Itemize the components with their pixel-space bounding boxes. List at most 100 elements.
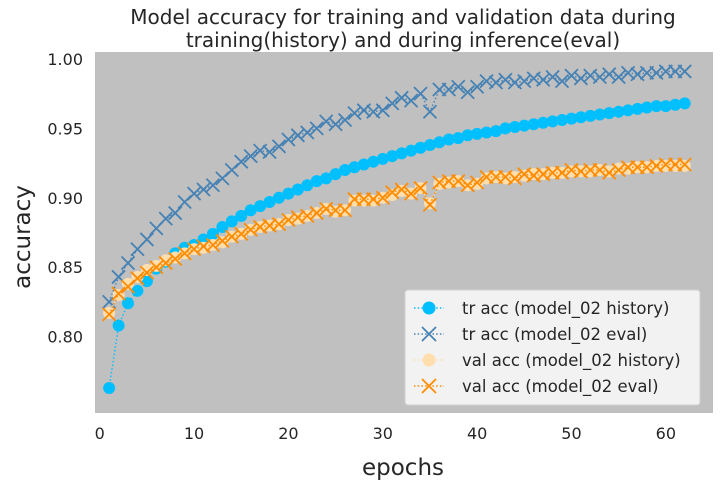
data-point [102, 307, 117, 322]
x-marker-stroke [498, 72, 513, 87]
data-point [309, 121, 324, 136]
data-point [469, 175, 485, 190]
data-point [413, 180, 428, 196]
data-point [451, 79, 466, 94]
data-point [301, 179, 314, 192]
data-point [518, 119, 531, 132]
x-marker-stroke [554, 74, 570, 89]
x-marker-stroke [290, 210, 305, 225]
y-tick-label: 0.85 [47, 258, 83, 277]
x-tick-label: 20 [278, 424, 298, 443]
y-tick-label: 0.90 [47, 189, 83, 208]
data-point [433, 136, 446, 149]
x-marker-stroke [205, 178, 221, 193]
data-point [168, 205, 183, 221]
data-point [527, 118, 540, 131]
data-point [281, 212, 296, 228]
x-marker-stroke [460, 178, 475, 193]
x-marker-stroke [111, 286, 126, 301]
x-marker-stroke [224, 229, 239, 244]
data-point [120, 255, 136, 271]
data-point [603, 107, 616, 120]
data-point [488, 75, 504, 90]
x-marker-stroke [422, 104, 438, 119]
data-point [537, 116, 550, 129]
x-marker-stroke [328, 117, 343, 132]
x-marker-stroke [564, 68, 579, 83]
x-marker-stroke [300, 125, 315, 140]
data-point [130, 271, 145, 286]
data-point [139, 265, 155, 280]
data-point [659, 100, 672, 113]
x-marker-stroke [507, 171, 522, 186]
x-marker-stroke [309, 205, 324, 221]
data-point [422, 197, 438, 212]
data-point [367, 155, 380, 168]
x-marker-stroke [488, 75, 504, 90]
data-point [592, 69, 607, 85]
x-marker-stroke [375, 190, 390, 205]
data-point [640, 101, 653, 114]
legend-item-3: val acc (model_02 eval) [414, 377, 659, 397]
x-marker-stroke [205, 237, 221, 253]
x-marker-stroke [649, 65, 664, 80]
x-marker-stroke [158, 211, 173, 226]
x-marker-stroke [120, 255, 136, 271]
data-point [565, 165, 578, 178]
data-point [413, 86, 428, 101]
data-point [375, 103, 390, 118]
data-point [234, 154, 249, 169]
data-point [385, 185, 400, 200]
x-marker-stroke [186, 186, 202, 201]
x-marker-stroke [526, 168, 541, 183]
data-point [622, 104, 635, 117]
data-point [103, 382, 116, 395]
data-point [216, 220, 229, 233]
data-point [376, 152, 389, 165]
data-point [375, 190, 390, 205]
data-point [480, 172, 493, 185]
x-marker-stroke [517, 74, 532, 89]
x-marker-stroke [451, 79, 466, 94]
data-point [386, 150, 399, 163]
x-marker-stroke [460, 85, 475, 100]
data-point [395, 147, 408, 160]
data-point [262, 144, 277, 160]
data-point [565, 112, 578, 125]
data-point [394, 90, 409, 105]
x-marker-stroke [413, 180, 428, 196]
data-point [669, 98, 682, 111]
data-point [111, 286, 126, 301]
data-point [272, 191, 285, 204]
data-point [394, 182, 409, 197]
x-marker-stroke [677, 157, 692, 172]
x-marker-stroke [592, 69, 607, 85]
data-point [300, 125, 315, 140]
y-tick-label: 0.80 [47, 328, 83, 347]
data-point [460, 85, 475, 100]
x-marker-stroke [611, 69, 626, 85]
x-marker-stroke [611, 162, 626, 178]
x-marker-stroke [385, 185, 400, 200]
data-point [309, 205, 324, 221]
data-point [196, 182, 211, 197]
legend-item-2: val acc (model_02 history) [414, 351, 681, 371]
x-marker-stroke [111, 269, 126, 285]
x-tick-label: 40 [467, 424, 487, 443]
x-marker-stroke [168, 205, 183, 221]
x-tick-label: 0 [95, 424, 105, 443]
data-point [357, 158, 370, 171]
x-tick-label: 10 [184, 424, 204, 443]
data-point [677, 157, 692, 172]
data-point [499, 122, 512, 135]
data-point [243, 222, 258, 237]
data-point [244, 204, 257, 217]
data-point [461, 129, 474, 142]
data-point [405, 144, 418, 157]
data-point [234, 226, 249, 242]
data-point [186, 242, 202, 257]
x-marker-stroke [186, 242, 202, 257]
x-marker-stroke [573, 164, 589, 179]
data-point [564, 68, 579, 83]
